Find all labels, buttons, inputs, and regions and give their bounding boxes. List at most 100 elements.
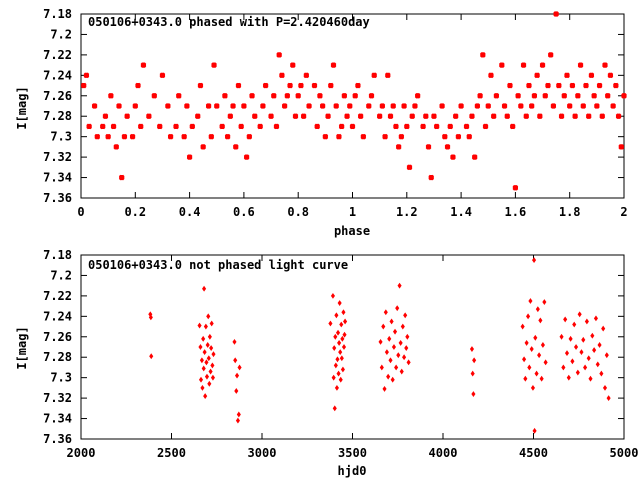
data-point (395, 144, 402, 150)
data-point (542, 299, 547, 305)
data-point (477, 92, 483, 99)
unphased-y-tick-label: 7.28 (43, 350, 72, 364)
data-point (420, 123, 426, 130)
data-point (105, 133, 111, 140)
data-point (572, 113, 578, 120)
data-point (210, 374, 215, 381)
data-point (568, 335, 573, 342)
data-point (121, 133, 128, 140)
data-point (404, 123, 410, 130)
data-point (602, 62, 608, 68)
data-point (368, 92, 375, 99)
data-point (118, 174, 125, 181)
data-point (335, 356, 340, 363)
data-point (561, 92, 568, 99)
data-point (80, 82, 87, 89)
data-point (303, 72, 310, 79)
data-point (433, 123, 440, 130)
data-point (528, 103, 535, 109)
data-point (207, 333, 212, 340)
data-point (469, 346, 475, 352)
unphased-x-tick-label: 4000 (429, 446, 458, 460)
data-point (531, 92, 538, 99)
data-point (539, 375, 544, 382)
data-point (167, 133, 174, 140)
data-point (197, 82, 204, 89)
data-point (314, 123, 320, 130)
data-point (602, 384, 608, 391)
data-point (349, 123, 356, 130)
data-point (387, 335, 392, 342)
unphased-y-tick-label: 7.18 (43, 248, 72, 262)
data-point (339, 321, 344, 328)
data-point (515, 92, 521, 99)
data-point (533, 334, 538, 341)
data-point (591, 92, 597, 99)
data-point (148, 314, 153, 321)
data-point (535, 306, 540, 313)
data-point (260, 103, 266, 109)
data-point (604, 352, 609, 359)
phased-x-tick-label: 2 (620, 205, 627, 219)
data-point (102, 113, 109, 120)
data-point (203, 323, 208, 330)
data-point (545, 82, 551, 89)
data-point (390, 103, 397, 109)
data-point (213, 103, 220, 109)
data-point (564, 72, 570, 79)
data-point (210, 362, 215, 369)
data-point (485, 103, 492, 109)
unphased-light-curve-panel: 050106+0343.0 not phased light curve I[m… (15, 248, 638, 478)
data-point (257, 123, 263, 130)
data-point (129, 133, 136, 140)
data-point (543, 359, 548, 366)
data-point (534, 370, 539, 377)
data-point (534, 72, 540, 79)
data-point (338, 376, 343, 383)
phased-x-axis-label: phase (334, 224, 370, 238)
data-point (292, 113, 299, 120)
data-point (403, 312, 408, 319)
data-point (606, 395, 611, 402)
data-point (227, 113, 234, 120)
phased-x-tick-label: 0.6 (233, 205, 255, 219)
data-point (209, 320, 214, 327)
phased-x-tick-label: 1.8 (559, 205, 581, 219)
data-point (204, 359, 209, 366)
data-point (328, 320, 333, 327)
phased-y-tick-label: 7.32 (43, 150, 72, 164)
data-point (198, 344, 203, 350)
data-point (334, 384, 339, 391)
data-point (200, 144, 206, 150)
data-point (343, 318, 348, 325)
data-point (237, 364, 242, 371)
data-point (201, 365, 206, 372)
data-point (366, 103, 372, 109)
data-point (522, 356, 527, 363)
data-point (520, 62, 527, 68)
unphased-x-tick-label: 5000 (610, 446, 639, 460)
data-point (219, 123, 225, 130)
unphased-y-tick-label: 7.3 (50, 371, 72, 385)
data-point (211, 62, 217, 68)
data-point (507, 82, 513, 89)
data-point (149, 353, 154, 360)
data-point (537, 113, 543, 120)
data-point (202, 285, 207, 292)
data-point (400, 323, 405, 330)
data-point (444, 144, 451, 150)
data-point (83, 72, 90, 79)
data-point (601, 325, 606, 332)
data-point (579, 349, 584, 356)
phased-y-axis-label: I[mag] (15, 86, 29, 129)
data-point (425, 144, 432, 150)
data-point (584, 318, 589, 325)
data-point (581, 336, 586, 343)
data-point (341, 92, 348, 99)
data-point (204, 373, 210, 380)
unphased-y-tick-label: 7.22 (43, 289, 72, 303)
data-point (466, 133, 473, 140)
phased-chart-title: 050106+0343.0 phased with P=2.420460day (88, 15, 370, 29)
data-point (173, 123, 179, 130)
unphased-x-tick-label: 2500 (157, 446, 186, 460)
